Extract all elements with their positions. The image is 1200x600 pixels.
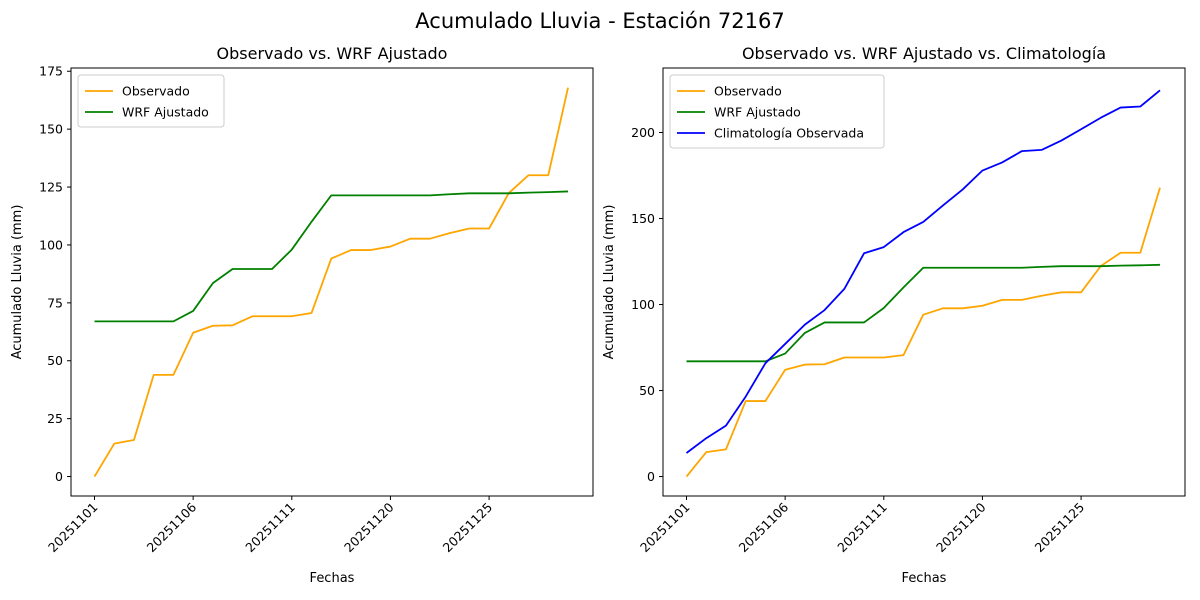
y-tick-label: 175 [39, 64, 63, 79]
y-tick-label: 100 [39, 237, 63, 252]
x-axis-label: Fechas [310, 571, 355, 586]
series-line [93, 87, 569, 478]
y-tick-label: 50 [639, 383, 655, 398]
series-line [686, 263, 1161, 363]
y-tick-label: 150 [39, 122, 63, 137]
x-tick-label: 20251111 [242, 500, 298, 556]
y-tick-label: 125 [39, 180, 63, 195]
legend-label: WRF Ajustado [122, 105, 209, 120]
chart-title: Observado vs. WRF Ajustado [217, 44, 448, 63]
figure-title: Acumulado Lluvia - Estación 72167 [415, 9, 784, 33]
y-tick-label: 150 [631, 211, 655, 226]
x-tick-label: 20251101 [637, 500, 693, 556]
y-tick-label: 75 [47, 295, 63, 310]
legend-box [77, 74, 225, 128]
y-tick-label: 0 [647, 469, 655, 484]
x-tick-label: 20251125 [440, 500, 496, 556]
legend-label: Observado [122, 84, 190, 99]
x-tick-label: 20251106 [736, 499, 792, 555]
right-chart-panel: Observado vs. WRF Ajustado vs. Climatolo… [602, 44, 1186, 586]
x-tick-label: 20251101 [45, 500, 101, 556]
series-line [94, 190, 569, 323]
x-tick-label: 20251125 [1032, 500, 1088, 556]
y-tick-label: 200 [631, 125, 655, 140]
axes-frame [70, 67, 594, 497]
legend-box [669, 74, 885, 149]
left-chart-panel: Observado vs. WRF Ajustado 0 25 50 75 100 125 1… [10, 44, 594, 586]
x-tick-label: 20251106 [144, 499, 200, 555]
y-tick-label: 0 [55, 469, 63, 484]
legend-label: WRF Ajustado [714, 105, 801, 120]
x-tick-label: 20251120 [341, 499, 397, 555]
y-axis-label: Acumulado Lluvia (mm) [602, 205, 617, 360]
y-tick-label: 100 [631, 297, 655, 312]
y-tick-label: 50 [47, 353, 63, 368]
y-axis-label: Acumulado Lluvia (mm) [10, 205, 25, 360]
x-axis-label: Fechas [902, 571, 947, 586]
legend-label: Observado [714, 84, 782, 99]
legend-label: Climatología Observada [714, 126, 864, 141]
axes-frame [662, 67, 1186, 497]
series-line [685, 89, 1161, 454]
y-tick-label: 25 [47, 411, 63, 426]
chart-title: Observado vs. WRF Ajustado vs. Climatolo… [742, 44, 1106, 63]
x-tick-label: 20251111 [834, 500, 890, 556]
series-line [685, 187, 1161, 478]
x-tick-label: 20251120 [933, 499, 989, 555]
